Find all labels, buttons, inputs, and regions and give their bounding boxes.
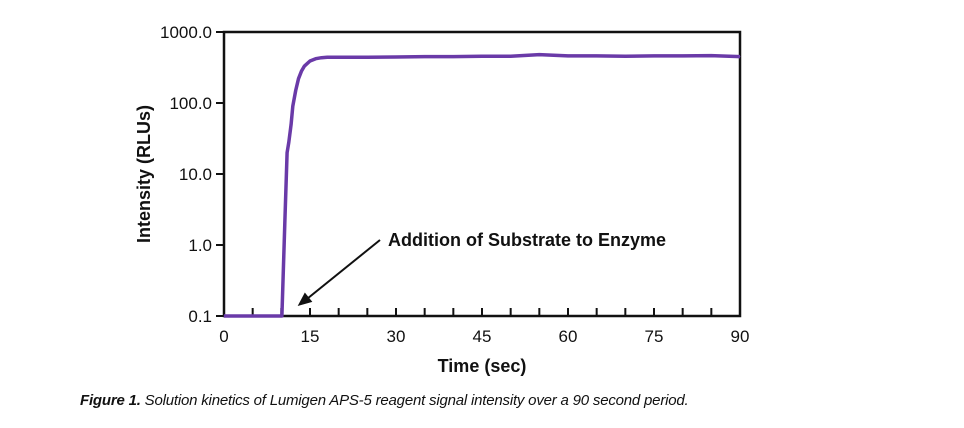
data-point bbox=[326, 56, 328, 58]
caption-label: Figure 1. bbox=[80, 392, 141, 409]
data-point bbox=[223, 315, 225, 317]
y-tick-label: 1.0 bbox=[188, 236, 212, 255]
chart: 0 15 30 45 60 75 90 0.1 1.0 10.0 100.0 1000.0 Time … bbox=[134, 23, 749, 376]
data-point bbox=[395, 56, 397, 58]
data-point bbox=[290, 123, 292, 125]
data-point bbox=[682, 55, 684, 57]
caption-text: Solution kinetics of Lumigen APS-5 reage… bbox=[140, 392, 689, 409]
data-point bbox=[309, 60, 311, 62]
axes: 0 15 30 45 60 75 90 0.1 1.0 10.0 100.0 1000.0 bbox=[160, 23, 749, 346]
data-point bbox=[284, 223, 286, 225]
x-tick-label: 45 bbox=[473, 327, 492, 346]
y-tick-label: 0.1 bbox=[188, 307, 212, 326]
data-point bbox=[288, 141, 290, 143]
data-point bbox=[320, 57, 322, 59]
x-tick-label: 0 bbox=[219, 327, 228, 346]
figure-caption: Figure 1. Solution kinetics of Lumigen A… bbox=[80, 392, 689, 409]
x-axis-title: Time (sec) bbox=[438, 356, 527, 376]
data-point bbox=[624, 55, 626, 57]
data-point bbox=[538, 54, 540, 56]
data-point bbox=[300, 70, 302, 72]
data-point bbox=[281, 315, 283, 317]
x-tick-label: 90 bbox=[731, 327, 750, 346]
data-point bbox=[295, 89, 297, 91]
data-point bbox=[424, 56, 426, 58]
data-point bbox=[366, 56, 368, 58]
x-tick-label: 30 bbox=[387, 327, 406, 346]
data-point bbox=[481, 55, 483, 57]
data-point bbox=[286, 152, 288, 154]
data-point bbox=[510, 55, 512, 57]
annotation-text: Addition of Substrate to Enzyme bbox=[388, 230, 666, 250]
y-axis-title: Intensity (RLUs) bbox=[134, 105, 154, 243]
y-tick-label: 100.0 bbox=[169, 94, 212, 113]
series-line bbox=[224, 52, 741, 318]
data-point bbox=[739, 56, 741, 58]
data-point bbox=[653, 55, 655, 57]
data-point bbox=[292, 105, 294, 107]
data-point bbox=[298, 78, 300, 80]
data-point bbox=[452, 56, 454, 58]
arrowhead-icon bbox=[297, 292, 313, 306]
data-point bbox=[567, 55, 569, 57]
data-point bbox=[303, 65, 305, 67]
x-tick-label: 15 bbox=[301, 327, 320, 346]
data-point bbox=[315, 58, 317, 60]
y-tick-label: 10.0 bbox=[179, 165, 212, 184]
x-tick-label: 75 bbox=[645, 327, 664, 346]
x-tick-label: 60 bbox=[559, 327, 578, 346]
data-point bbox=[596, 55, 598, 57]
data-point bbox=[338, 56, 340, 58]
annotation-arrow bbox=[305, 239, 381, 301]
y-tick-label: 1000.0 bbox=[160, 23, 212, 42]
data-point bbox=[710, 55, 712, 57]
marks bbox=[223, 52, 741, 318]
